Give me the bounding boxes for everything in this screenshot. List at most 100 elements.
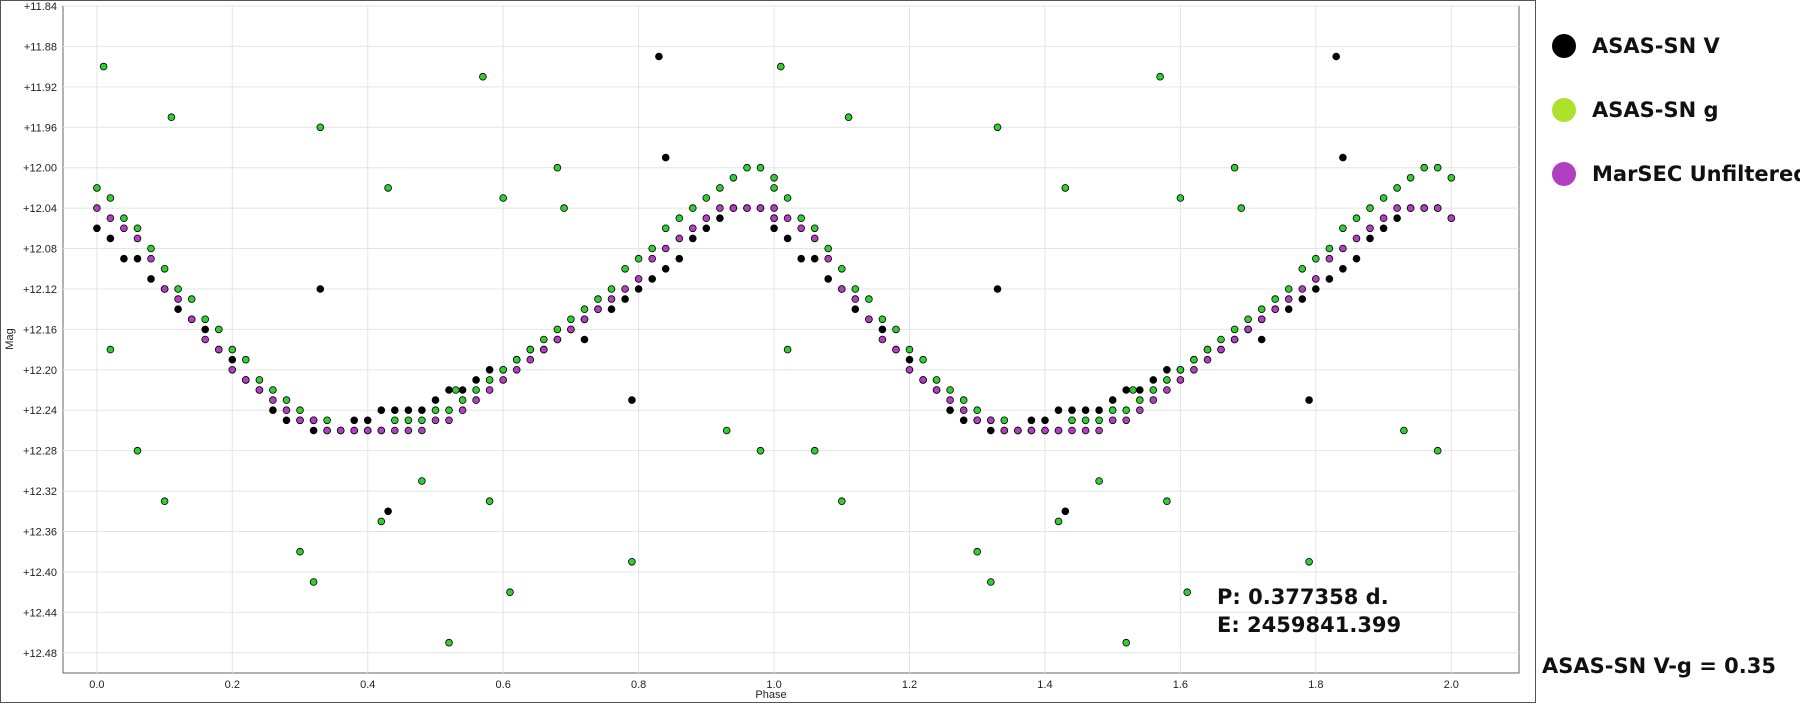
data-point	[1081, 426, 1090, 435]
data-point	[1108, 396, 1117, 404]
data-point	[851, 305, 860, 314]
data-point	[1393, 184, 1401, 192]
data-point	[1095, 416, 1103, 425]
x-axis-title: Phase	[755, 689, 786, 701]
legend-item-marsec: MarSEC Unfiltered	[1548, 142, 1800, 206]
data-point	[1000, 426, 1009, 435]
data-point	[1108, 406, 1117, 415]
data-point	[167, 113, 176, 121]
data-point	[1298, 264, 1307, 273]
data-point	[174, 285, 182, 293]
data-point	[282, 416, 291, 425]
data-point	[1190, 365, 1198, 374]
data-point	[594, 295, 602, 303]
x-tick-label: 0.8	[631, 679, 646, 691]
data-point	[1000, 416, 1009, 425]
legend: ASAS-SN V ASAS-SN g MarSEC Unfiltered	[1548, 14, 1800, 206]
data-point	[756, 204, 765, 212]
data-point	[296, 416, 304, 425]
data-point	[1230, 325, 1239, 334]
data-point	[499, 194, 508, 202]
data-point	[1149, 396, 1158, 404]
y-tick-label: +11.84	[24, 1, 57, 13]
data-point	[716, 184, 724, 192]
data-point	[1054, 406, 1063, 415]
data-point	[1366, 234, 1374, 243]
data-point	[539, 335, 548, 344]
data-point	[1081, 416, 1090, 425]
data-point	[1041, 416, 1049, 425]
data-point	[255, 386, 264, 394]
x-tick-label: 0.0	[89, 679, 104, 691]
legend-item-asassn-g: ASAS-SN g	[1548, 78, 1798, 142]
y-tick-label: +12.04	[23, 203, 57, 215]
data-point	[215, 325, 223, 334]
data-point	[404, 406, 413, 415]
data-point	[1068, 416, 1076, 425]
data-point	[316, 123, 325, 132]
data-point	[770, 204, 778, 212]
data-point	[621, 285, 629, 293]
data-point	[756, 163, 765, 172]
data-point	[1163, 497, 1171, 506]
x-tick-label: 0.4	[360, 679, 375, 691]
data-point	[1163, 376, 1171, 384]
legend-swatch-asassn-v	[1552, 34, 1576, 58]
data-point	[363, 416, 372, 425]
data-point	[93, 224, 101, 233]
data-point	[1163, 365, 1171, 374]
data-point	[418, 426, 426, 435]
data-point	[187, 315, 196, 324]
data-point	[675, 214, 684, 223]
data-point	[1420, 204, 1428, 212]
data-point	[1284, 305, 1293, 314]
data-point	[1027, 416, 1036, 425]
data-point	[844, 113, 853, 121]
data-point	[648, 275, 656, 283]
data-point	[296, 547, 304, 556]
data-point	[316, 285, 325, 293]
data-point	[1203, 345, 1212, 354]
data-point	[201, 335, 210, 344]
data-point	[309, 578, 318, 586]
data-point	[797, 214, 805, 223]
data-point	[106, 214, 115, 223]
data-point	[445, 416, 453, 425]
y-tick-label: +11.92	[24, 82, 57, 94]
x-tick-label: 1.4	[1037, 679, 1052, 691]
x-tick-label: 1.8	[1308, 679, 1323, 691]
data-point	[1312, 275, 1320, 283]
data-point	[1339, 264, 1347, 273]
epoch-annotation: E: 2459841.399	[1217, 613, 1401, 637]
data-point	[594, 305, 602, 314]
data-point	[567, 325, 575, 334]
data-point	[1312, 285, 1320, 293]
data-point	[661, 153, 670, 162]
data-point	[451, 386, 460, 394]
data-point	[418, 406, 426, 415]
data-point	[1068, 406, 1076, 415]
data-point	[580, 305, 589, 314]
data-point	[1325, 254, 1334, 263]
data-point	[1339, 153, 1347, 162]
data-point	[905, 355, 914, 364]
data-point	[878, 335, 887, 344]
tick-labels: 0.0 0.2 0.4 0.6 0.8 1.0 1.2 1.4 1.6 1.8 2.0 +11.84 +…	[23, 1, 1459, 691]
data-point	[837, 285, 846, 293]
data-point	[1014, 426, 1022, 435]
data-point	[458, 396, 467, 404]
data-point	[1244, 315, 1252, 324]
data-point	[445, 386, 453, 394]
data-point	[905, 365, 914, 374]
series-asas-sn-g	[93, 62, 1456, 647]
data-point	[1325, 244, 1334, 253]
y-tick-label: +12.44	[23, 607, 57, 619]
data-point	[1230, 335, 1239, 344]
data-point	[946, 406, 954, 415]
data-point	[499, 365, 508, 374]
data-point	[1136, 406, 1144, 415]
data-point	[932, 376, 941, 384]
data-point	[1257, 335, 1266, 344]
data-point	[431, 416, 440, 425]
data-point	[1339, 224, 1347, 233]
